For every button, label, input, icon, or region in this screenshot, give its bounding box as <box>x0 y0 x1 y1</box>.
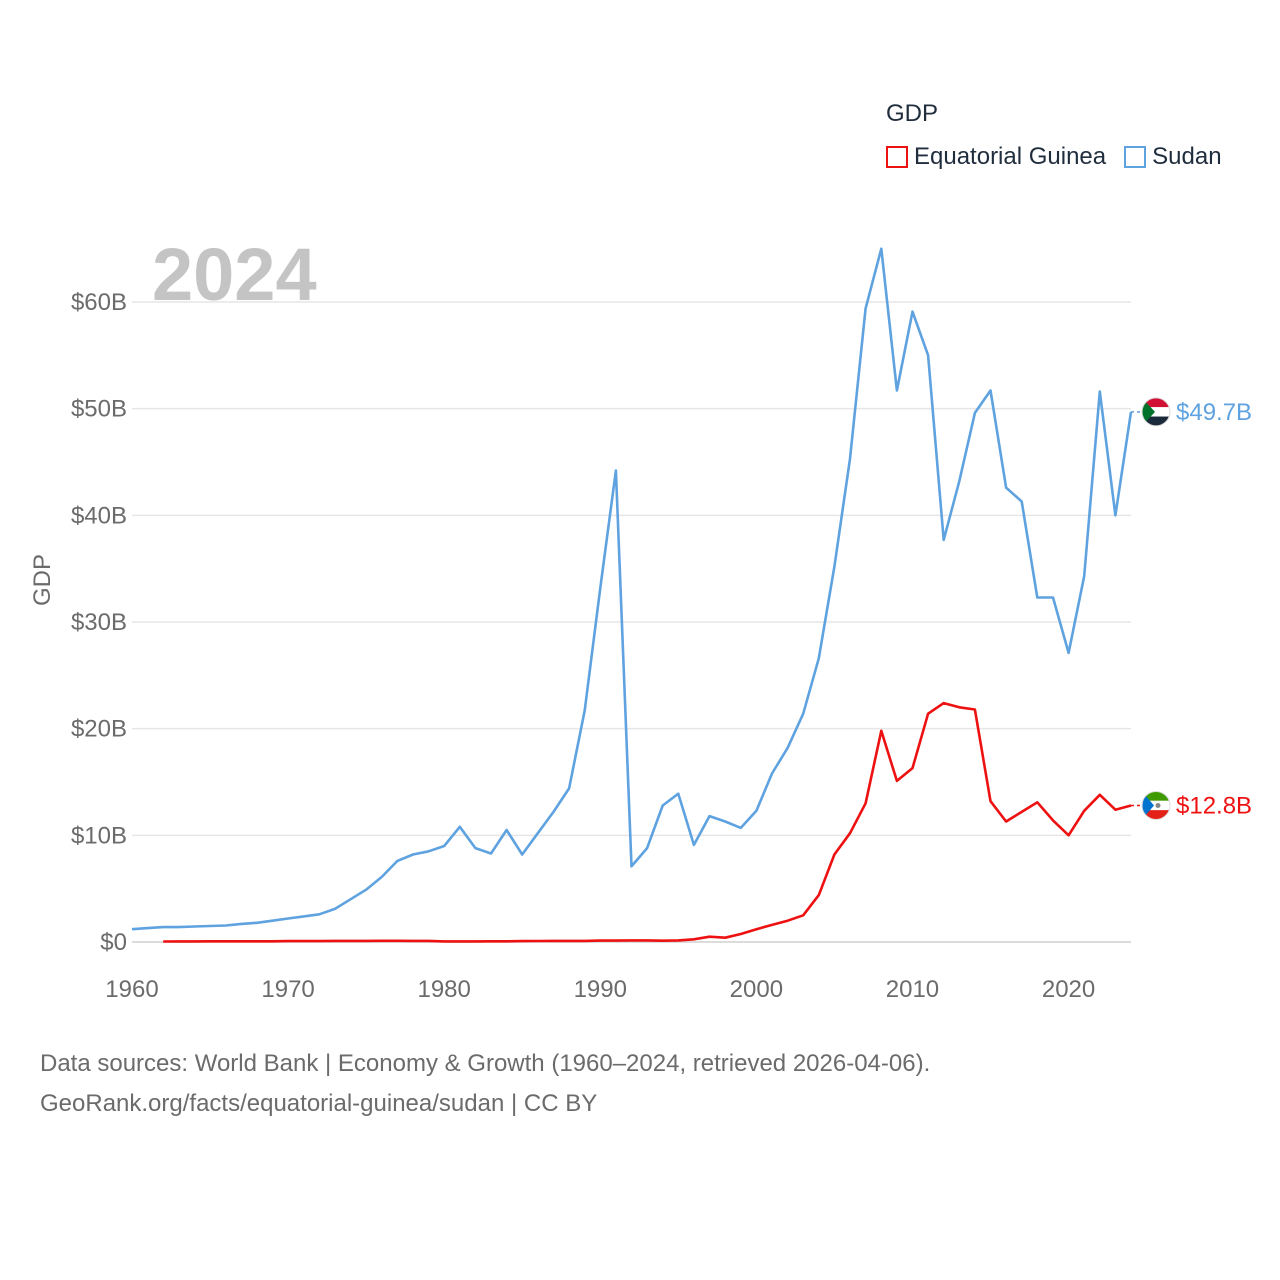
source-line-2[interactable]: GeoRank.org/facts/equatorial-guinea/suda… <box>40 1090 598 1117</box>
y-tick-label: $50B <box>71 396 127 423</box>
y-tick-label: $30B <box>71 609 127 636</box>
equatorial-guinea-flag-icon <box>1141 790 1171 820</box>
x-tick-label: 1960 <box>105 976 158 1003</box>
x-tick-label: 1980 <box>417 976 470 1003</box>
y-tick-label: $20B <box>71 716 127 743</box>
legend-label-equatorial-guinea: Equatorial Guinea <box>914 143 1107 170</box>
series-line-sudan[interactable] <box>131 247 1133 931</box>
legend-title: GDP <box>886 100 939 127</box>
sudan-flag-icon <box>1141 397 1171 427</box>
legend-label-sudan: Sudan <box>1152 143 1222 170</box>
x-tick-label: 2010 <box>886 976 939 1003</box>
legend-item-sudan[interactable]: Sudan <box>1124 143 1222 171</box>
y-tick-label: $60B <box>71 289 127 316</box>
end-value-label: $12.8B <box>1176 792 1252 819</box>
y-axis-label: GDP <box>29 554 56 606</box>
x-tick-label: 2020 <box>1042 976 1095 1003</box>
x-tick-label: 1970 <box>261 976 314 1003</box>
y-tick-label: $0 <box>100 929 127 956</box>
source-note: Data sources: World Bank | Economy & Gro… <box>40 1044 930 1124</box>
year-watermark: 2024 <box>152 233 317 316</box>
y-tick-label: $40B <box>71 502 127 529</box>
legend-item-equatorial-guinea[interactable]: Equatorial Guinea <box>886 143 1106 171</box>
legend-swatch-equatorial-guinea <box>886 146 908 168</box>
x-tick-label: 1990 <box>574 976 627 1003</box>
end-value-label: $49.7B <box>1176 399 1252 426</box>
series-line-equatorial-guinea[interactable] <box>163 701 1132 943</box>
y-tick-label: $10B <box>71 822 127 849</box>
legend-swatch-sudan <box>1124 146 1147 168</box>
source-line-1: Data sources: World Bank | Economy & Gro… <box>40 1050 931 1077</box>
x-tick-label: 2000 <box>730 976 783 1003</box>
legend: Equatorial Guinea Sudan <box>886 143 1240 171</box>
